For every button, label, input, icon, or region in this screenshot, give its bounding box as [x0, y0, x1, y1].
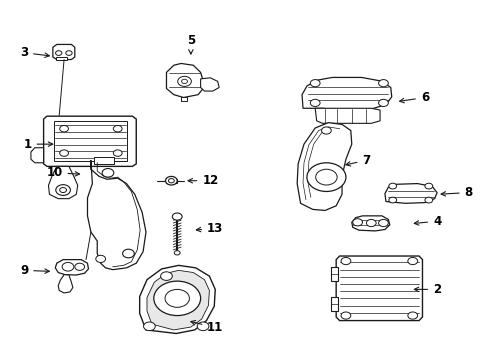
Circle shape	[181, 79, 187, 84]
Text: 7: 7	[345, 154, 370, 167]
Circle shape	[340, 312, 350, 319]
Circle shape	[378, 80, 387, 87]
Bar	[94, 157, 114, 164]
Circle shape	[143, 322, 155, 330]
Bar	[166, 179, 177, 183]
Circle shape	[378, 220, 387, 226]
Circle shape	[310, 80, 320, 87]
Text: 8: 8	[440, 186, 472, 199]
Circle shape	[102, 168, 114, 177]
Polygon shape	[31, 148, 43, 163]
Circle shape	[352, 219, 362, 226]
Polygon shape	[147, 270, 209, 330]
Text: 12: 12	[188, 174, 218, 187]
Polygon shape	[200, 78, 219, 91]
Text: 11: 11	[190, 320, 223, 334]
Polygon shape	[384, 184, 436, 203]
Text: 13: 13	[196, 222, 223, 235]
Text: 6: 6	[399, 91, 428, 104]
Circle shape	[310, 99, 320, 107]
Circle shape	[177, 76, 191, 86]
Circle shape	[165, 176, 177, 185]
Polygon shape	[58, 275, 73, 293]
Text: 9: 9	[20, 264, 49, 277]
Polygon shape	[53, 44, 75, 59]
Polygon shape	[54, 121, 127, 161]
Circle shape	[113, 150, 122, 156]
Bar	[56, 57, 67, 59]
Polygon shape	[43, 116, 136, 166]
Circle shape	[66, 51, 72, 55]
Polygon shape	[166, 63, 203, 98]
Circle shape	[306, 163, 345, 192]
Text: 1: 1	[23, 138, 53, 150]
Circle shape	[424, 197, 432, 203]
Circle shape	[366, 220, 375, 226]
Circle shape	[122, 249, 134, 258]
Polygon shape	[315, 108, 379, 123]
Circle shape	[168, 179, 174, 183]
Polygon shape	[55, 260, 88, 275]
Text: 3: 3	[20, 46, 49, 59]
Circle shape	[113, 126, 122, 132]
Circle shape	[407, 312, 417, 319]
Circle shape	[197, 322, 208, 330]
Bar	[330, 267, 337, 281]
Polygon shape	[297, 123, 351, 211]
Circle shape	[340, 257, 350, 265]
Polygon shape	[302, 77, 391, 110]
Circle shape	[424, 183, 432, 189]
Circle shape	[164, 289, 189, 307]
Circle shape	[388, 183, 396, 189]
Bar	[181, 97, 186, 101]
Circle shape	[56, 185, 70, 195]
Circle shape	[315, 169, 336, 185]
Circle shape	[321, 127, 330, 134]
Circle shape	[174, 251, 180, 255]
Circle shape	[160, 272, 172, 280]
Circle shape	[388, 197, 396, 203]
Circle shape	[62, 262, 74, 271]
Text: 2: 2	[413, 283, 440, 296]
Circle shape	[172, 213, 182, 220]
Text: 5: 5	[186, 33, 195, 54]
Circle shape	[96, 255, 105, 262]
Circle shape	[60, 188, 66, 193]
Circle shape	[60, 126, 68, 132]
Circle shape	[75, 263, 84, 270]
Bar	[330, 297, 337, 311]
Polygon shape	[140, 265, 215, 333]
Polygon shape	[335, 256, 422, 320]
Circle shape	[154, 281, 200, 316]
Circle shape	[407, 257, 417, 265]
Circle shape	[60, 150, 68, 156]
Polygon shape	[87, 160, 146, 270]
Text: 10: 10	[46, 166, 80, 179]
Circle shape	[56, 51, 62, 55]
Polygon shape	[48, 166, 78, 199]
Polygon shape	[351, 216, 389, 231]
Text: 4: 4	[413, 215, 440, 228]
Circle shape	[378, 99, 387, 107]
